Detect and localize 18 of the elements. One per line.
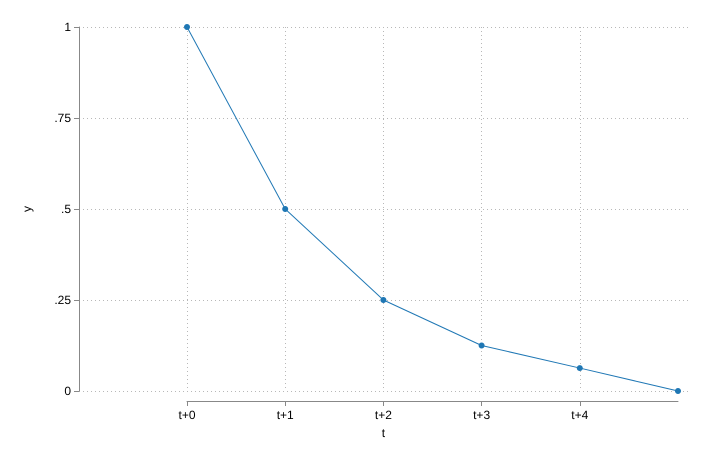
x-tick-label: t+0	[178, 408, 196, 422]
y-tick-label: 0	[64, 384, 72, 398]
point	[380, 297, 386, 303]
point	[282, 206, 288, 212]
x-axis-title: t	[382, 426, 386, 440]
point	[576, 365, 583, 372]
y-tick-label: .5	[60, 202, 72, 216]
point	[184, 24, 190, 30]
x-tick-label: t+2	[374, 408, 392, 422]
point	[675, 388, 681, 394]
x-tick-label: t+4	[571, 408, 589, 422]
point	[478, 342, 485, 348]
y-tick-label: .25	[54, 293, 72, 307]
x-tick-label: t+1	[276, 408, 294, 422]
y-axis-title: y	[20, 206, 34, 212]
x-tick-label: t+3	[473, 408, 490, 422]
y-tick-label: 1	[64, 20, 72, 34]
y-tick-label: .75	[54, 111, 72, 125]
